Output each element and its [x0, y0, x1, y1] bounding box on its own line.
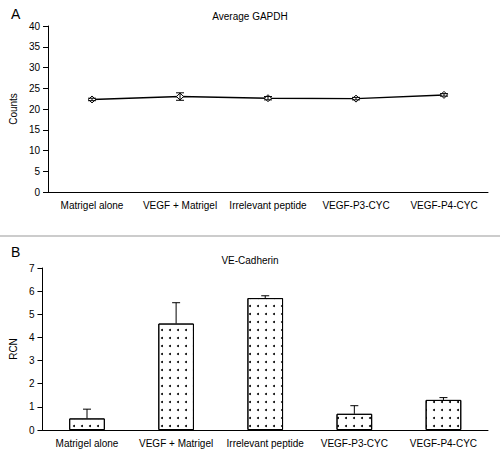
svg-text:30: 30 [29, 62, 41, 73]
svg-text:Irrelevant peptide: Irrelevant peptide [227, 438, 305, 449]
svg-text:6: 6 [29, 286, 35, 297]
svg-text:A: A [11, 6, 21, 22]
svg-text:VEGF-P4-CYC: VEGF-P4-CYC [410, 438, 477, 449]
svg-text:20: 20 [29, 104, 41, 115]
svg-text:3: 3 [29, 355, 35, 366]
svg-text:Matrigel alone: Matrigel alone [61, 200, 124, 211]
svg-text:Irrelevant peptide: Irrelevant peptide [229, 200, 307, 211]
svg-text:5: 5 [29, 309, 35, 320]
svg-text:B: B [11, 244, 20, 260]
svg-text:Counts: Counts [8, 93, 19, 125]
svg-text:RCN: RCN [8, 338, 19, 360]
svg-text:VEGF + Matrigel: VEGF + Matrigel [143, 200, 217, 211]
svg-text:40: 40 [29, 21, 41, 32]
svg-text:5: 5 [34, 166, 40, 177]
svg-text:VEGF + Matrigel: VEGF + Matrigel [139, 438, 213, 449]
svg-text:0: 0 [29, 425, 35, 436]
svg-text:35: 35 [29, 41, 41, 52]
svg-text:1: 1 [29, 401, 35, 412]
svg-text:VEGF-P3-CYC: VEGF-P3-CYC [321, 438, 388, 449]
svg-text:VEGF-P3-CYC: VEGF-P3-CYC [322, 200, 389, 211]
svg-text:VE-Cadherin: VE-Cadherin [221, 255, 278, 266]
svg-text:0: 0 [34, 187, 40, 198]
svg-text:10: 10 [29, 145, 41, 156]
svg-text:15: 15 [29, 124, 41, 135]
svg-text:Average GAPDH: Average GAPDH [212, 11, 287, 22]
svg-text:Matrigel alone: Matrigel alone [56, 438, 119, 449]
svg-text:7: 7 [29, 263, 35, 274]
svg-text:VEGF-P4-CYC: VEGF-P4-CYC [410, 200, 477, 211]
svg-text:2: 2 [29, 378, 35, 389]
svg-text:4: 4 [29, 332, 35, 343]
svg-text:25: 25 [29, 83, 41, 94]
